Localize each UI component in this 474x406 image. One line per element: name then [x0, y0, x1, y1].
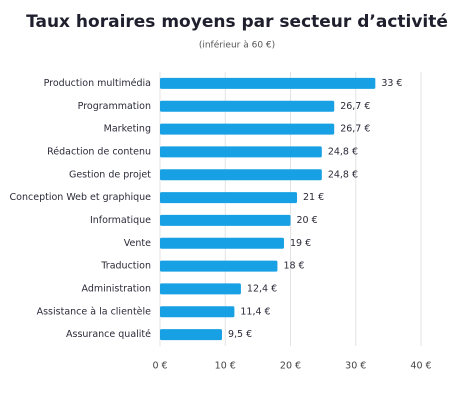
- y-tick-label: Traduction: [100, 261, 151, 272]
- bar: [160, 237, 284, 249]
- bar: [160, 306, 235, 318]
- bar: [160, 283, 241, 295]
- y-tick-label: Assistance à la clientèle: [37, 306, 152, 317]
- value-label: 26,7 €: [340, 101, 370, 112]
- y-tick-label: Programmation: [78, 101, 151, 112]
- y-tick-label: Gestion de projet: [69, 169, 151, 180]
- y-tick-label: Marketing: [104, 124, 151, 135]
- x-tick-label: 30 €: [345, 361, 366, 372]
- value-label: 20 €: [297, 215, 318, 226]
- value-label: 18 €: [283, 261, 304, 272]
- bar: [160, 77, 376, 89]
- value-label: 19 €: [290, 238, 311, 249]
- chart-title: Taux horaires moyens par secteur d’activ…: [26, 12, 448, 32]
- value-label: 12,4 €: [247, 283, 277, 294]
- y-tick-label: Administration: [81, 283, 151, 294]
- value-label: 26,7 €: [340, 124, 370, 135]
- value-label: 9,5 €: [228, 329, 252, 340]
- y-tick-label: Rédaction de contenu: [47, 146, 151, 157]
- y-tick-label: Production multimédia: [44, 78, 151, 89]
- value-label: 24,8 €: [328, 169, 358, 180]
- value-label: 33 €: [381, 78, 402, 89]
- bar: [160, 329, 222, 341]
- value-label: 11,4 €: [240, 306, 270, 317]
- x-tick-label: 10 €: [215, 361, 236, 372]
- bar: [160, 123, 335, 135]
- y-tick-label: Informatique: [90, 215, 151, 226]
- y-tick-label: Vente: [124, 238, 151, 249]
- bar: [160, 146, 322, 158]
- bar: [160, 260, 278, 272]
- chart-subtitle: (inférieur à 60 €): [199, 40, 275, 51]
- x-tick-label: 0 €: [152, 361, 167, 372]
- value-label: 24,8 €: [328, 146, 358, 157]
- bar: [160, 169, 322, 181]
- y-tick-label: Assurance qualité: [66, 329, 151, 340]
- bar: [160, 214, 291, 226]
- bar: [160, 192, 298, 204]
- y-tick-label: Conception Web et graphique: [10, 192, 152, 203]
- bar: [160, 100, 335, 112]
- x-tick-label: 20 €: [280, 361, 301, 372]
- value-label: 21 €: [303, 192, 324, 203]
- x-tick-label: 40 €: [410, 361, 431, 372]
